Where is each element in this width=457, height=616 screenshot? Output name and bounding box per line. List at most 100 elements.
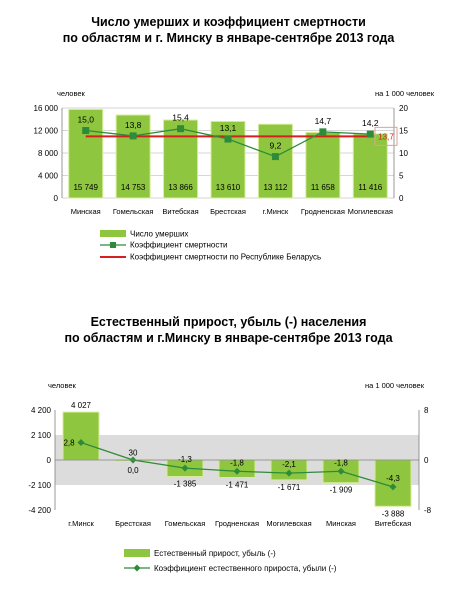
chart-title-line-2: по областям и г.Минску в январе-сентябре… xyxy=(64,331,393,345)
rate-label: 13,1 xyxy=(220,123,237,133)
x-tick-label: г.Минск xyxy=(263,207,289,216)
republic-rate-label: 13,7 xyxy=(378,132,394,141)
bar xyxy=(305,131,341,199)
y2-tick-label: 0 xyxy=(424,456,429,465)
bar-value-label: 13 112 xyxy=(263,183,287,192)
x-tick-label: Витебская xyxy=(375,519,411,528)
y-tick-label: 16 000 xyxy=(34,104,59,113)
rate-label: -2,1 xyxy=(282,460,296,469)
bar-value-label: 11 658 xyxy=(311,183,335,192)
rate-marker xyxy=(181,464,189,472)
rate-marker xyxy=(337,467,345,475)
y2-tick-label: 5 xyxy=(399,172,404,181)
bar xyxy=(62,411,100,461)
y-tick-label: -2 100 xyxy=(28,481,51,490)
rate-marker xyxy=(271,153,279,161)
bar xyxy=(68,108,104,199)
bar xyxy=(163,119,199,199)
y-tick-label: 12 000 xyxy=(34,127,59,136)
rate-label: 0,0 xyxy=(127,466,139,475)
x-tick-label: Брестская xyxy=(210,207,246,216)
rate-label: 15,0 xyxy=(77,115,94,125)
rate-label: 2,8 xyxy=(63,439,75,448)
bar-value-label: -3 888 xyxy=(382,509,405,518)
y-tick-label: 0 xyxy=(54,194,59,203)
chart-title: Естественный прирост, убыль (-) населени… xyxy=(0,314,457,346)
natural-growth-chart: человек на 1 000 человек -4 200 -2 100 0 2 … xyxy=(28,381,432,573)
bar-value-label: 4 027 xyxy=(71,401,92,410)
rate-marker xyxy=(177,125,185,133)
left-axis-unit: человек xyxy=(48,381,77,390)
bar-value-label: -1 471 xyxy=(226,481,249,490)
bar-value-label: -1 909 xyxy=(330,486,353,495)
legend-label-bars: Естественный прирост, убыль (-) xyxy=(154,549,276,558)
y-tick-label: 4 200 xyxy=(31,406,52,415)
x-tick-label: г.Минск xyxy=(68,519,94,528)
natural-growth-chart-panel: Естественный прирост, убыль (-) населени… xyxy=(0,300,457,616)
rate-label: -4,3 xyxy=(386,474,400,483)
chart-title-line-1: Естественный прирост, убыль (-) населени… xyxy=(90,315,367,329)
rate-marker xyxy=(224,135,232,143)
republic-rate-box xyxy=(374,126,398,146)
bar xyxy=(352,133,388,199)
legend-label-line: Коэффициент естественного прироста, убыл… xyxy=(154,564,337,573)
rate-label: -1,8 xyxy=(230,458,244,467)
y-tick-label: 0 xyxy=(47,456,52,465)
y-tick-label: -4 200 xyxy=(28,506,51,515)
x-tick-label: Гомельская xyxy=(113,207,154,216)
chart-title-line-2: по областям и г. Минску в январе-сентябр… xyxy=(62,31,395,45)
rate-label: 14,2 xyxy=(362,118,379,128)
rate-label: -1,3 xyxy=(178,455,192,464)
chart-title-line-1: Число умерших и коэффициент смертности xyxy=(91,15,366,29)
bar-value-label: 14 753 xyxy=(121,183,146,192)
x-tick-label: Гродненская xyxy=(301,207,345,216)
bar xyxy=(115,114,151,199)
rate-label: -1,8 xyxy=(334,458,348,467)
bar-value-label: -1 671 xyxy=(278,483,301,492)
x-tick-label: Могилевская xyxy=(266,519,311,528)
bar xyxy=(210,120,246,199)
bar-value-label: 15 749 xyxy=(73,183,98,192)
rate-marker xyxy=(233,467,241,475)
y2-tick-label: -8 xyxy=(424,506,432,515)
rate-label: 15,4 xyxy=(172,113,189,123)
rate-marker xyxy=(129,132,137,140)
y2-tick-label: 0 xyxy=(399,194,404,203)
y2-tick-label: 10 xyxy=(399,149,408,158)
legend-marker-square xyxy=(110,242,116,248)
chart-legend: Естественный прирост, убыль (-) Коэффици… xyxy=(124,549,337,573)
y2-tick-label: 8 xyxy=(424,406,429,415)
chart-title: Число умерших и коэффициент смертности п… xyxy=(0,14,457,46)
rate-marker xyxy=(285,469,293,477)
rate-marker xyxy=(82,127,90,134)
left-axis-unit: человек xyxy=(57,89,86,98)
rate-label: 13,8 xyxy=(125,120,142,130)
y-tick-label: 8 000 xyxy=(38,149,59,158)
bar-value-label: -1 385 xyxy=(174,479,197,488)
rate-marker xyxy=(366,130,374,138)
y-tick-label: 2 100 xyxy=(31,431,52,440)
x-tick-label: Гродненская xyxy=(215,519,259,528)
rate-marker xyxy=(389,483,397,491)
rate-label: 9,2 xyxy=(270,141,282,151)
y2-tick-label: 20 xyxy=(399,104,408,113)
x-tick-label: Гомельская xyxy=(165,519,206,528)
mortality-chart-panel: Число умерших и коэффициент смертности п… xyxy=(0,0,457,300)
x-tick-label: Брестская xyxy=(115,519,151,528)
bar-value-label: 11 416 xyxy=(358,183,382,192)
legend-label-bars: Число умерших xyxy=(130,230,188,239)
right-axis-unit: на 1 000 человек xyxy=(365,381,425,390)
bar-value-label: 30 xyxy=(129,449,138,458)
legend-label-line: Коэффициент смертности xyxy=(130,241,228,250)
x-tick-label: Минская xyxy=(71,207,101,216)
legend-marker-diamond xyxy=(133,564,141,572)
chart-legend: Число умерших Коэффициент смертности Коэ… xyxy=(100,230,321,262)
y2-tick-label: 15 xyxy=(399,127,408,136)
bar-value-label: 13 610 xyxy=(216,183,241,192)
right-axis-unit: на 1 000 человек xyxy=(375,89,435,98)
legend-swatch-bars xyxy=(124,549,150,557)
bar-value-label: 13 866 xyxy=(168,183,193,192)
x-tick-label: Могилевская xyxy=(348,207,393,216)
rate-marker xyxy=(77,439,85,446)
y-tick-label: 4 000 xyxy=(38,172,59,181)
